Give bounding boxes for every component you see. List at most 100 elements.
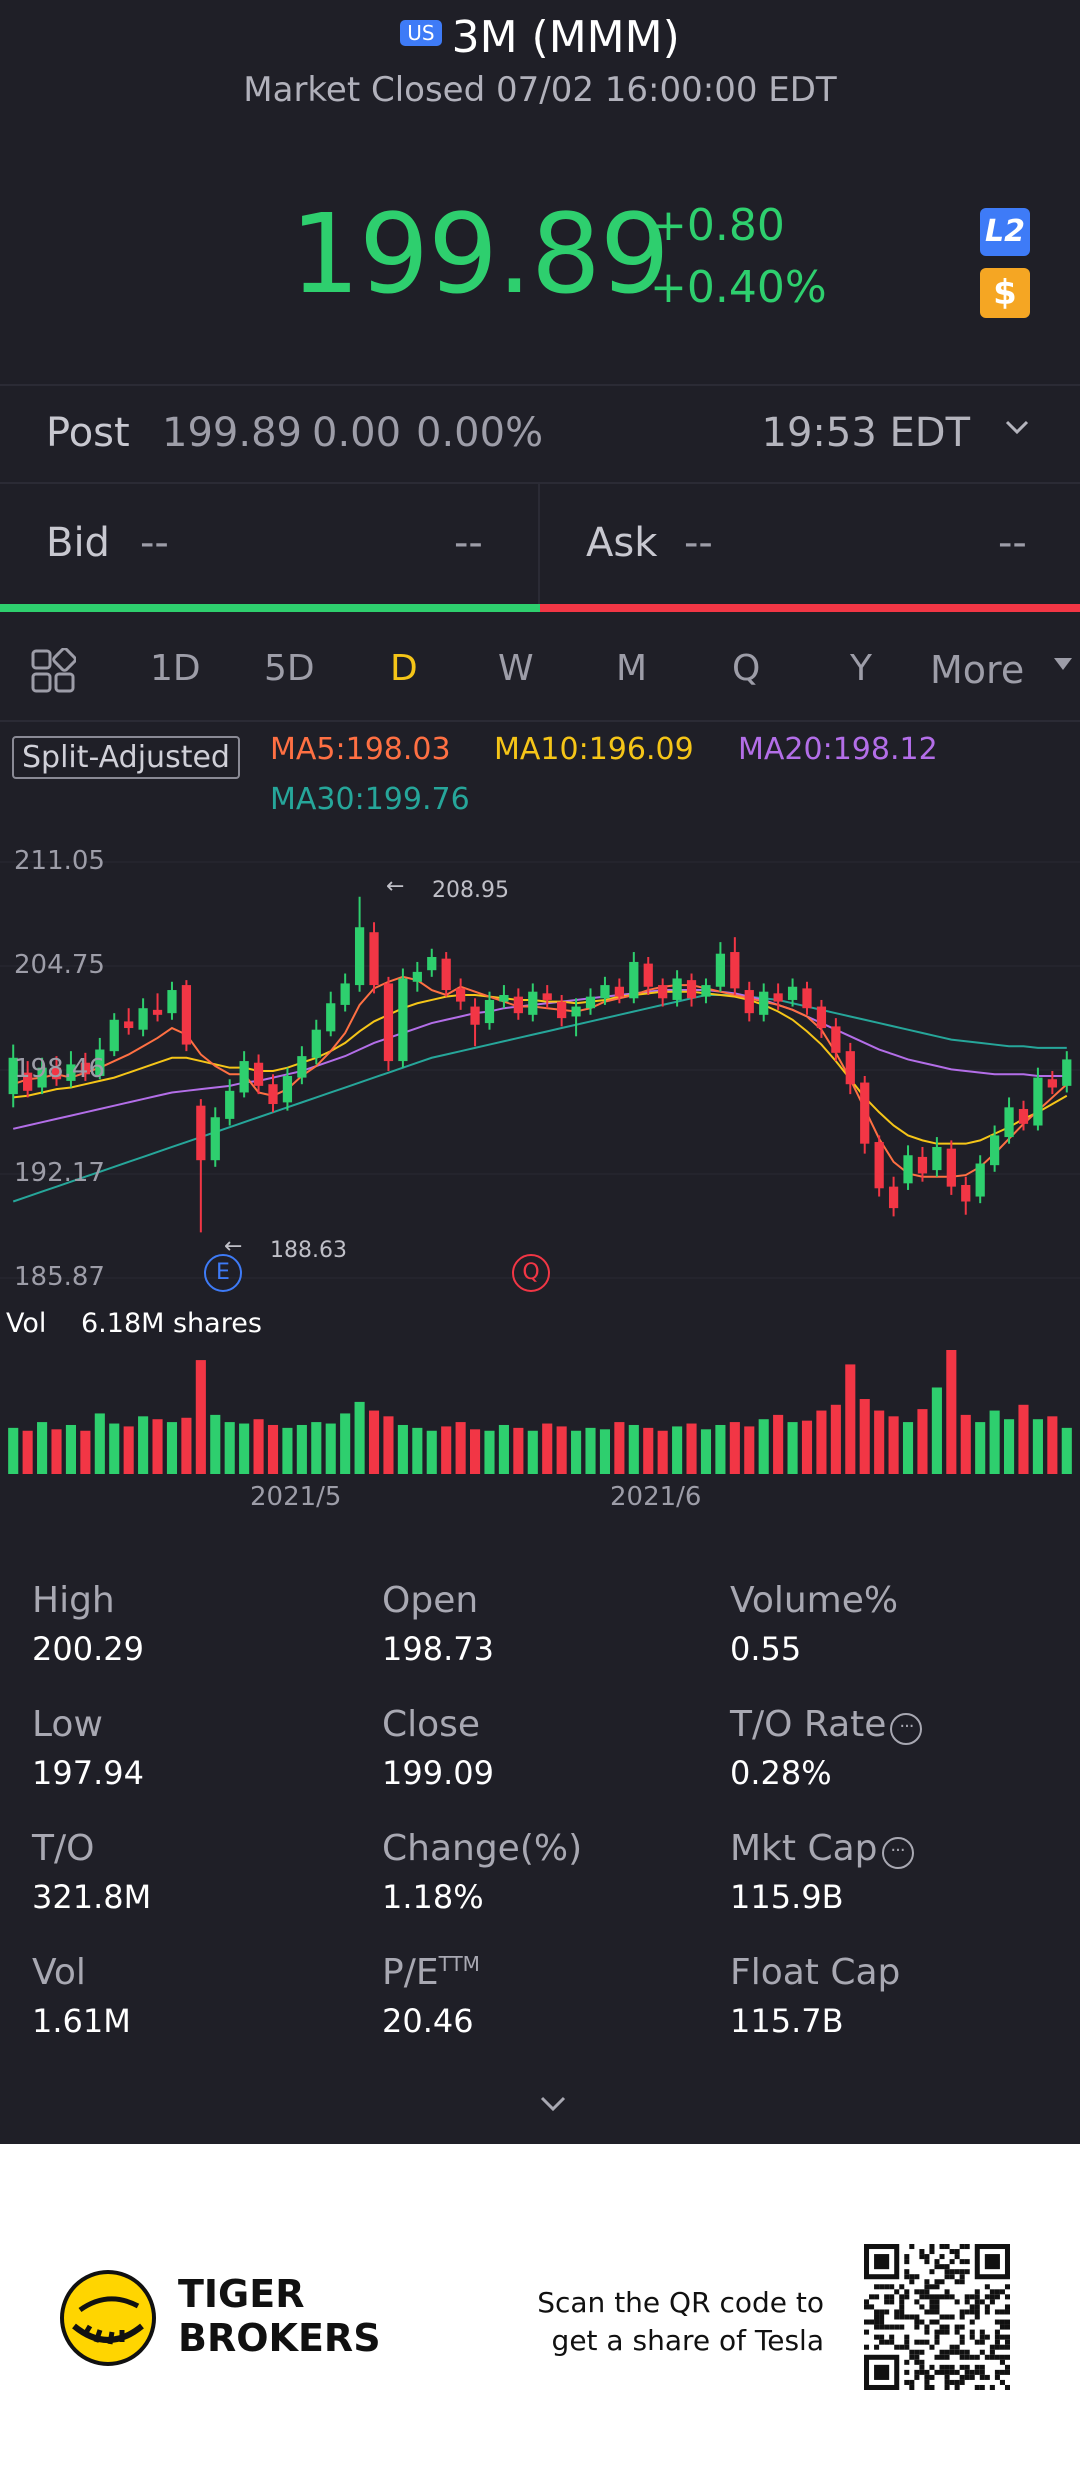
post-change: 0.00: [312, 410, 402, 456]
qr-module: [919, 2254, 925, 2260]
qr-module: [944, 2269, 950, 2275]
volume-bar: [874, 1410, 885, 1474]
tab-month[interactable]: M: [616, 648, 648, 689]
scan-prompt: Scan the QR code to get a share of Tesla: [537, 2284, 824, 2360]
qr-module: [959, 2374, 965, 2380]
qr-module: [949, 2369, 955, 2375]
dollar-icon[interactable]: $: [980, 268, 1030, 318]
qr-module: [1004, 2339, 1010, 2345]
tab-year[interactable]: Y: [850, 648, 872, 689]
volume-bar: [729, 1422, 740, 1474]
volume-bar: [931, 1387, 942, 1474]
candle-body: [744, 990, 754, 1014]
stat-value-change-pct: 1.18%: [382, 1878, 484, 1916]
qr-module: [899, 2304, 905, 2310]
more-periods-button[interactable]: More: [930, 648, 1025, 692]
ask-strength-bar: [540, 604, 1080, 612]
earnings-event-marker[interactable]: E: [204, 1254, 242, 1292]
qr-module: [944, 2294, 950, 2300]
qr-module: [964, 2269, 970, 2275]
period-tabs: 1D 5D D W M Q Y More: [0, 612, 1080, 722]
qr-module: [879, 2309, 885, 2315]
price-change-percent: +0.40%: [650, 262, 827, 313]
qr-module: [884, 2339, 890, 2345]
volume-bar: [715, 1424, 726, 1474]
ma5-value: MA5:198.03: [270, 732, 451, 767]
divider: [0, 384, 1080, 386]
qr-module: [924, 2384, 930, 2390]
ma10-value: MA10:196.09: [494, 732, 694, 767]
qr-module: [949, 2269, 955, 2275]
volume-bar: [542, 1423, 553, 1474]
layout-grid-icon[interactable]: [30, 647, 77, 694]
volume-bar: [614, 1422, 625, 1474]
chevron-down-icon[interactable]: [1002, 412, 1032, 450]
divider: [0, 482, 1080, 484]
candle-body: [975, 1163, 985, 1197]
low-marker-value: 188.63: [270, 1238, 347, 1263]
volume-bar: [700, 1429, 712, 1474]
qr-module: [934, 2319, 940, 2325]
qr-module: [959, 2274, 965, 2280]
qr-module: [1004, 2324, 1010, 2330]
qr-module: [984, 2374, 990, 2380]
volume-bar: [37, 1422, 48, 1474]
qr-module: [929, 2374, 935, 2380]
bid-price: --: [140, 520, 169, 566]
qr-module: [949, 2259, 955, 2265]
post-market-row[interactable]: Post 199.89 0.00 0.00% 19:53 EDT: [0, 386, 1080, 482]
volume-bar: [354, 1401, 365, 1474]
candle-body: [542, 993, 552, 1000]
ma30-value: MA30:199.76: [270, 782, 470, 817]
qr-module: [959, 2309, 965, 2315]
tab-day[interactable]: D: [390, 648, 418, 689]
qr-module: [999, 2344, 1005, 2350]
qr-module: [974, 2309, 980, 2315]
qr-module: [904, 2259, 910, 2265]
qr-module: [979, 2339, 985, 2345]
volume-bar: [498, 1424, 509, 1474]
quarterly-event-marker[interactable]: Q: [512, 1254, 550, 1292]
qr-module: [869, 2294, 875, 2300]
qr-module: [864, 2304, 870, 2310]
qr-module: [944, 2374, 950, 2380]
qr-module: [874, 2344, 880, 2350]
brand-line-1: TIGER: [178, 2272, 305, 2316]
level2-icon[interactable]: L2: [980, 208, 1030, 256]
split-adjusted-toggle[interactable]: Split-Adjusted: [12, 736, 240, 779]
qr-module: [1004, 2284, 1010, 2290]
candle-body: [427, 956, 437, 971]
qr-module: [924, 2339, 930, 2345]
stat-value-high: 200.29: [32, 1630, 144, 1668]
qr-module: [909, 2274, 915, 2280]
qr-module: [954, 2299, 960, 2305]
ma30-line: [12, 993, 1067, 1203]
volume-bar: [368, 1410, 380, 1474]
stock-title[interactable]: US 3M (MMM): [0, 12, 1080, 63]
qr-module: [924, 2309, 930, 2315]
tab-quarter[interactable]: Q: [732, 648, 761, 689]
dropdown-triangle-icon[interactable]: [1054, 658, 1072, 670]
candle-body: [1018, 1108, 1029, 1124]
qr-module: [904, 2314, 910, 2320]
qr-module: [924, 2279, 930, 2285]
tab-1d[interactable]: 1D: [150, 648, 201, 689]
qr-finder: [874, 2364, 890, 2380]
qr-module: [929, 2319, 935, 2325]
price-chart[interactable]: [0, 830, 1080, 1510]
qr-module: [959, 2244, 965, 2250]
qr-module: [934, 2284, 940, 2290]
qr-module: [909, 2314, 915, 2320]
qr-module: [929, 2304, 935, 2310]
expand-chevron-icon[interactable]: [538, 2084, 568, 2122]
more-info-icon[interactable]: ···: [881, 1837, 914, 1869]
more-info-icon[interactable]: ···: [890, 1713, 923, 1745]
tab-5d[interactable]: 5D: [264, 648, 315, 689]
candle-body: [571, 1006, 581, 1017]
qr-module: [944, 2384, 950, 2390]
qr-module: [939, 2354, 945, 2360]
tab-week[interactable]: W: [498, 648, 534, 689]
volume-bar: [80, 1430, 91, 1474]
volume-bar: [22, 1430, 33, 1474]
qr-module: [914, 2324, 920, 2330]
